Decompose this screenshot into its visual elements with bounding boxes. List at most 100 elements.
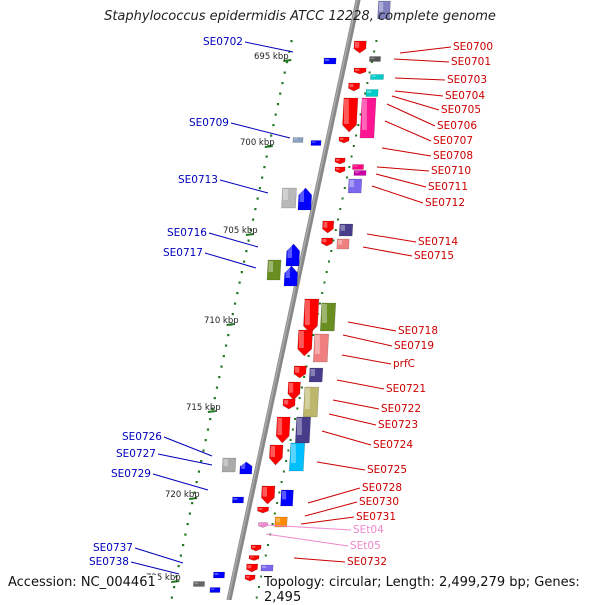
gene-label-left[interactable]: SE0726 bbox=[122, 431, 162, 443]
gene-label-right[interactable]: SE0701 bbox=[451, 56, 491, 68]
gene-label-right[interactable]: SE0731 bbox=[356, 511, 396, 523]
gene-label-right[interactable]: SE0719 bbox=[394, 340, 434, 352]
gene-label-right[interactable]: SE0711 bbox=[428, 181, 468, 193]
gene-se0722[interactable] bbox=[302, 386, 320, 418]
gene-label-left[interactable]: SE0702 bbox=[203, 36, 243, 48]
gene-label-right[interactable]: SEt04 bbox=[353, 524, 384, 536]
gene-se0708[interactable] bbox=[334, 157, 346, 165]
gene-se0700b[interactable] bbox=[377, 0, 391, 20]
gene-se0718[interactable] bbox=[319, 302, 337, 332]
gene-se0729[interactable] bbox=[232, 496, 244, 504]
gene-se0725[interactable] bbox=[288, 442, 306, 472]
gene-se0732b[interactable] bbox=[244, 574, 256, 582]
gene-se0714a[interactable] bbox=[322, 220, 335, 234]
gene-se0705[interactable] bbox=[342, 97, 359, 133]
gene-se0706[interactable] bbox=[359, 97, 377, 139]
scale-dot bbox=[281, 82, 284, 85]
gene-se0737[interactable] bbox=[213, 571, 225, 579]
gene-se0732c[interactable] bbox=[260, 564, 274, 572]
gene-se0710b[interactable] bbox=[334, 166, 346, 174]
gene-label-right[interactable]: SE0712 bbox=[425, 197, 465, 209]
gene-label-right[interactable]: SE0730 bbox=[359, 496, 399, 508]
gene-se0722b[interactable] bbox=[282, 398, 296, 410]
gene-se0718a[interactable] bbox=[303, 298, 320, 334]
leader-line bbox=[152, 473, 209, 491]
gene-label-right[interactable]: SE0703 bbox=[447, 74, 487, 86]
gene-se0715a[interactable] bbox=[321, 237, 334, 247]
gene-se0713a[interactable] bbox=[281, 187, 297, 209]
gene-set05[interactable] bbox=[250, 544, 262, 552]
gene-label-left[interactable]: SE0738 bbox=[89, 556, 129, 568]
gene-label-right[interactable]: SE0704 bbox=[445, 90, 485, 102]
gene-se0723[interactable] bbox=[275, 416, 291, 444]
gene-label-right[interactable]: SE0725 bbox=[367, 464, 407, 476]
gene-label-right[interactable]: SE0710 bbox=[431, 165, 471, 177]
gene-se0732a[interactable] bbox=[248, 555, 260, 561]
gene-se0704[interactable] bbox=[365, 89, 379, 97]
gene-se0724b[interactable] bbox=[269, 444, 284, 466]
gene-se0726[interactable] bbox=[221, 457, 237, 473]
gene-label-left[interactable]: SE0727 bbox=[116, 448, 156, 460]
gene-se0703[interactable] bbox=[370, 74, 384, 80]
gene-label-right[interactable]: SE0715 bbox=[414, 250, 454, 262]
scale-dot bbox=[200, 460, 203, 463]
gene-label-right[interactable]: SE0705 bbox=[441, 104, 481, 116]
gene-se0709a[interactable] bbox=[292, 137, 304, 143]
gene-se0713b[interactable] bbox=[297, 187, 313, 211]
gene-se0728[interactable] bbox=[261, 485, 276, 505]
gene-se0707[interactable] bbox=[338, 136, 350, 144]
track-dot bbox=[280, 481, 283, 483]
gene-set04[interactable] bbox=[258, 522, 268, 528]
gene-label-right[interactable]: SE0707 bbox=[433, 135, 473, 147]
gene-label-right[interactable]: SE0706 bbox=[437, 120, 477, 132]
gene-se0730[interactable] bbox=[280, 489, 294, 507]
gene-label-left[interactable]: SE0717 bbox=[163, 247, 203, 259]
gene-se0716[interactable] bbox=[285, 243, 301, 267]
gene-se0738[interactable] bbox=[193, 581, 205, 587]
gene-se0721[interactable] bbox=[308, 367, 324, 383]
gene-features bbox=[193, 0, 391, 593]
gene-se0711[interactable] bbox=[353, 170, 367, 176]
gene-se0709b[interactable] bbox=[310, 140, 322, 146]
gene-se0732[interactable] bbox=[246, 563, 259, 573]
gene-label-right[interactable]: SE0721 bbox=[386, 383, 426, 395]
gene-label-right[interactable]: SEt05 bbox=[350, 540, 381, 552]
gene-label-left[interactable]: SE0713 bbox=[178, 174, 218, 186]
gene-label-left[interactable]: SE0709 bbox=[189, 117, 229, 129]
gene-se0712[interactable] bbox=[347, 178, 363, 194]
gene-label-right[interactable]: SE0732 bbox=[347, 556, 387, 568]
gene-se0721b[interactable] bbox=[287, 381, 301, 401]
gene-label-right[interactable]: SE0728 bbox=[362, 482, 402, 494]
gene-se0724[interactable] bbox=[294, 416, 312, 444]
gene-se0714[interactable] bbox=[338, 223, 354, 237]
gene-se0719a[interactable] bbox=[297, 329, 314, 357]
gene-prfc-a[interactable] bbox=[293, 365, 307, 379]
gene-se0738b[interactable] bbox=[209, 587, 221, 593]
gene-se0719[interactable] bbox=[312, 333, 330, 363]
gene-label-right[interactable]: SE0724 bbox=[373, 439, 413, 451]
gene-label-right[interactable]: SE0700 bbox=[453, 41, 493, 53]
gene-label-left[interactable]: SE0716 bbox=[167, 227, 207, 239]
gene-label-left[interactable]: SE0737 bbox=[93, 542, 133, 554]
gene-se0730b[interactable] bbox=[257, 506, 269, 514]
gene-se0703a[interactable] bbox=[353, 67, 367, 75]
gene-label-right[interactable]: prfC bbox=[393, 358, 415, 370]
gene-label-right[interactable]: SE0722 bbox=[381, 403, 421, 415]
gene-label-right[interactable]: SE0714 bbox=[418, 236, 458, 248]
gene-se0701[interactable] bbox=[369, 56, 381, 62]
gene-label-left[interactable]: SE0729 bbox=[111, 468, 151, 480]
gene-se0700[interactable] bbox=[353, 40, 367, 54]
gene-se0702[interactable] bbox=[323, 57, 337, 65]
gene-label-right[interactable]: SE0723 bbox=[378, 419, 418, 431]
gene-se0717b[interactable] bbox=[283, 265, 298, 287]
leader-line bbox=[384, 120, 432, 142]
gene-label-right[interactable]: SE0708 bbox=[433, 150, 473, 162]
gene-se0710[interactable] bbox=[352, 164, 364, 170]
gene-se0715[interactable] bbox=[336, 238, 350, 250]
gene-label-right[interactable]: SE0718 bbox=[398, 325, 438, 337]
gene-se0731[interactable] bbox=[274, 516, 288, 528]
gene-se0727[interactable] bbox=[239, 461, 253, 475]
gene-se0704a[interactable] bbox=[348, 82, 361, 92]
scale-dot bbox=[272, 124, 275, 127]
gene-se0717a[interactable] bbox=[266, 259, 282, 281]
